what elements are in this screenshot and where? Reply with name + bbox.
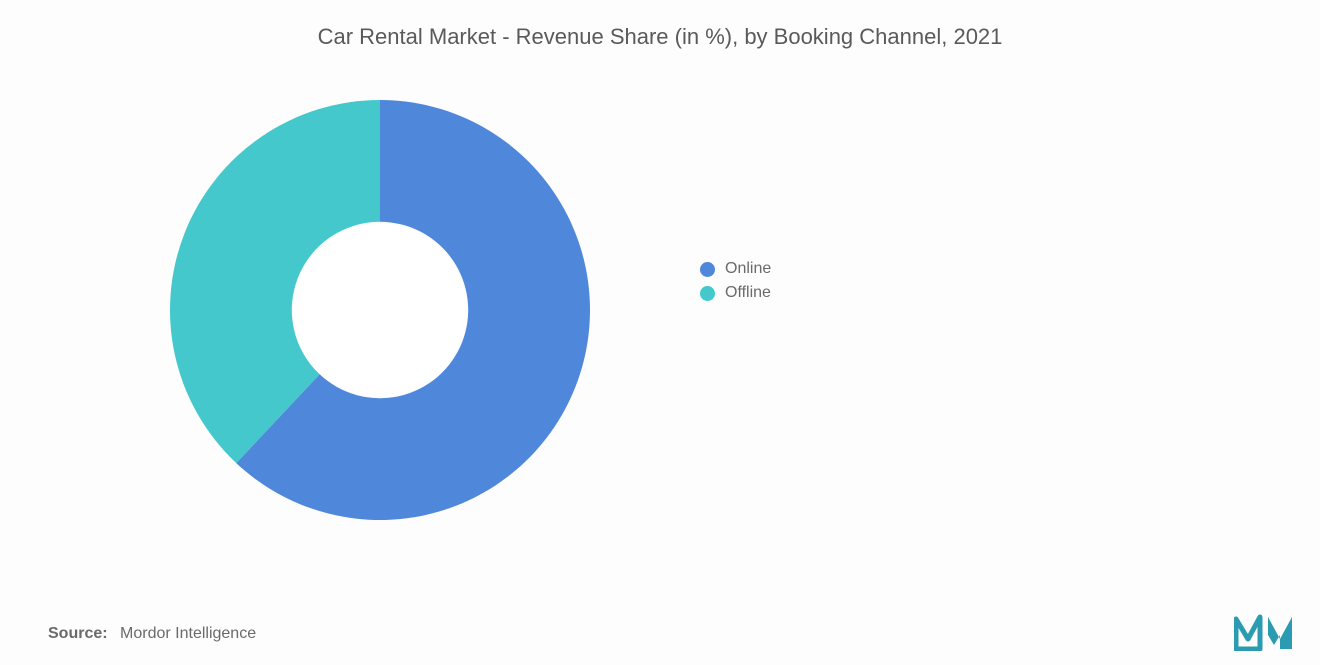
- legend-swatch-online: [700, 262, 715, 277]
- chart-title: Car Rental Market - Revenue Share (in %)…: [0, 24, 1320, 50]
- donut-chart: [160, 90, 600, 530]
- chart-container: Car Rental Market - Revenue Share (in %)…: [0, 0, 1320, 665]
- legend-label: Online: [725, 260, 771, 278]
- source-label: Source:: [48, 625, 108, 642]
- legend: Online Offline: [700, 260, 771, 302]
- legend-item-online: Online: [700, 260, 771, 278]
- legend-swatch-offline: [700, 286, 715, 301]
- source-name: Mordor Intelligence: [120, 625, 256, 642]
- legend-item-offline: Offline: [700, 284, 771, 302]
- legend-label: Offline: [725, 284, 771, 302]
- brand-logo-icon: [1234, 611, 1296, 651]
- source-attribution: Source: Mordor Intelligence: [48, 625, 256, 643]
- donut-hole: [294, 224, 467, 397]
